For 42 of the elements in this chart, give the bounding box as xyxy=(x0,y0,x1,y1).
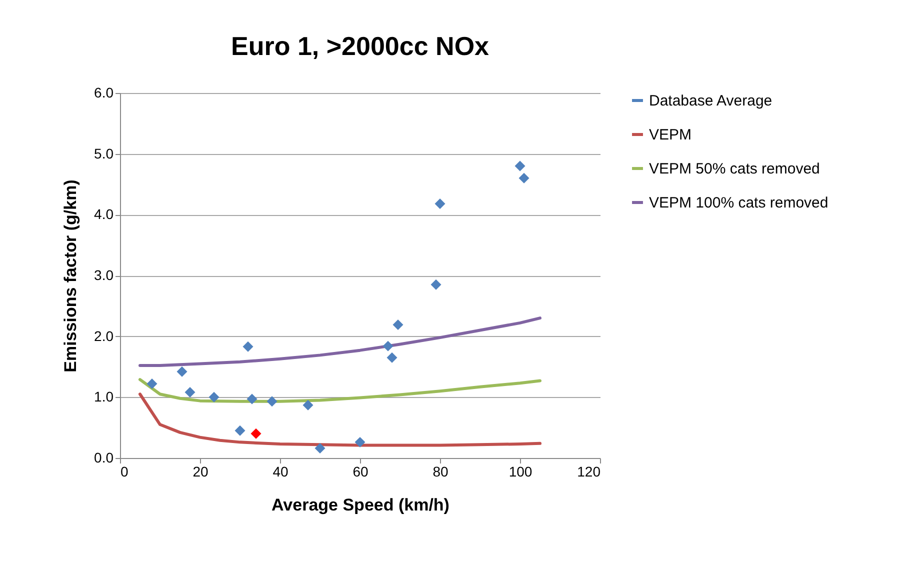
x-tick-label: 60 xyxy=(352,464,368,480)
y-tick-label: 1.0 xyxy=(94,388,114,405)
point xyxy=(176,366,188,377)
legend-label: VEPM xyxy=(649,126,692,144)
point xyxy=(514,160,526,172)
x-tick-label: 20 xyxy=(192,464,208,480)
chart-title: Euro 1, >2000cc NOx xyxy=(231,31,490,61)
y-axis-title: Emissions factor (g/km) xyxy=(61,180,80,372)
x-tick-label: 80 xyxy=(432,464,448,480)
point xyxy=(250,428,262,439)
point xyxy=(354,436,366,448)
point xyxy=(518,172,530,184)
x-tick-label: 0 xyxy=(120,464,128,480)
y-tick-label: 2.0 xyxy=(94,328,114,344)
legend-label: VEPM 100% cats removed xyxy=(649,194,828,212)
point xyxy=(234,425,246,436)
legend-label: VEPM 50% cats removed xyxy=(649,160,820,178)
line-series xyxy=(138,316,542,368)
point xyxy=(430,279,442,290)
point xyxy=(302,400,314,410)
y-tick-label: 0.0 xyxy=(94,450,114,466)
point xyxy=(314,443,326,454)
x-tick-label: 100 xyxy=(508,464,532,480)
point xyxy=(184,387,196,398)
point xyxy=(386,352,398,363)
point xyxy=(382,340,394,352)
y-tick-label: 6.0 xyxy=(94,84,114,100)
point xyxy=(242,341,254,352)
point xyxy=(146,378,158,390)
y-tick-label: 4.0 xyxy=(94,206,114,222)
x-tick-label: 40 xyxy=(272,464,288,480)
point xyxy=(434,198,446,209)
point xyxy=(266,396,278,407)
legend-label: Database Average xyxy=(649,92,772,110)
point xyxy=(246,394,258,404)
x-axis-title: Average Speed (km/h) xyxy=(272,496,450,514)
point xyxy=(208,392,220,402)
y-tick-label: 3.0 xyxy=(94,267,114,283)
point xyxy=(392,320,404,330)
x-tick-label: 120 xyxy=(577,464,601,480)
line-series xyxy=(138,378,542,403)
y-tick-label: 5.0 xyxy=(94,145,114,162)
